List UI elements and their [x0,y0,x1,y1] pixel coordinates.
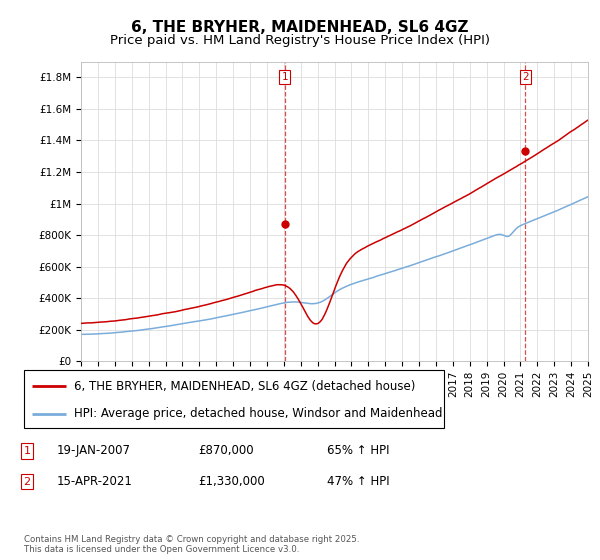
Text: £1,330,000: £1,330,000 [198,475,265,488]
Text: Price paid vs. HM Land Registry's House Price Index (HPI): Price paid vs. HM Land Registry's House … [110,34,490,46]
Text: 65% ↑ HPI: 65% ↑ HPI [327,444,389,458]
Text: £870,000: £870,000 [198,444,254,458]
Text: 47% ↑ HPI: 47% ↑ HPI [327,475,389,488]
Text: Contains HM Land Registry data © Crown copyright and database right 2025.
This d: Contains HM Land Registry data © Crown c… [24,535,359,554]
Text: 1: 1 [23,446,31,456]
Text: 15-APR-2021: 15-APR-2021 [57,475,133,488]
Text: 2: 2 [522,72,529,82]
Text: HPI: Average price, detached house, Windsor and Maidenhead: HPI: Average price, detached house, Wind… [74,407,443,420]
Text: 19-JAN-2007: 19-JAN-2007 [57,444,131,458]
Text: 6, THE BRYHER, MAIDENHEAD, SL6 4GZ (detached house): 6, THE BRYHER, MAIDENHEAD, SL6 4GZ (deta… [74,380,416,393]
Text: 6, THE BRYHER, MAIDENHEAD, SL6 4GZ: 6, THE BRYHER, MAIDENHEAD, SL6 4GZ [131,20,469,35]
Text: 2: 2 [23,477,31,487]
Text: 1: 1 [281,72,288,82]
